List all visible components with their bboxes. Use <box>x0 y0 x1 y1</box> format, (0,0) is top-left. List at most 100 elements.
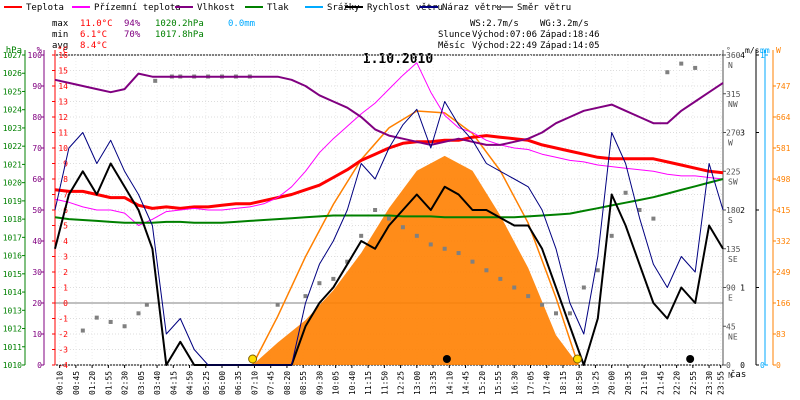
hpa-tick-label: 1017 <box>3 233 22 242</box>
dir-axis-label: ° <box>726 46 731 55</box>
wind-direction-point <box>581 285 586 290</box>
hpa-tick-label: 1011 <box>3 343 22 352</box>
dir-dir-label: W <box>728 139 733 148</box>
w-tick-label: 415 <box>776 206 791 215</box>
time-tick-label: 08:55 <box>299 371 308 395</box>
temp-tick-label: 12 <box>58 113 68 122</box>
legend-item: Náraz větru <box>420 3 502 13</box>
mm-tick-label: 1 <box>760 51 765 60</box>
hpa-tick-label: 1019 <box>3 197 22 206</box>
ms-axis-label: m/s <box>745 46 760 55</box>
info-moon-set: Západ:14:05 <box>540 41 600 51</box>
stat-min-label: min <box>52 30 68 40</box>
time-tick-label: 09:30 <box>315 371 324 395</box>
time-tick-label: 11:50 <box>380 371 389 395</box>
dir-tick-label: 90 <box>726 284 736 293</box>
time-tick-label: 22:55 <box>689 371 698 395</box>
info-sun-set: Západ:18:46 <box>540 30 600 40</box>
wind-direction-point <box>540 302 545 307</box>
chart-title: 1.10.2010 <box>363 52 434 67</box>
dir-tick-label: 225 <box>726 167 741 176</box>
dir-tick-label: 315 <box>726 90 741 99</box>
time-tick-label: 01:55 <box>104 371 113 395</box>
plot-area <box>54 61 724 366</box>
wind-direction-point <box>414 233 419 238</box>
temp-tick-label: 2 <box>63 268 68 277</box>
wind-direction-point <box>554 311 558 316</box>
time-tick-label: 05:25 <box>202 371 211 395</box>
legend-label: Teplota <box>26 3 64 13</box>
hpa-tick-label: 1022 <box>3 142 22 151</box>
pct-tick-label: 20 <box>32 299 42 308</box>
ms-tick-label: 3 <box>740 129 745 138</box>
legend-label: Vlhkost <box>197 3 235 13</box>
w-tick-label: 166 <box>776 299 791 308</box>
stat-max-hum: 94% <box>124 19 141 29</box>
moon-marker <box>686 355 695 363</box>
wind-direction-point <box>498 276 503 281</box>
wind-direction-point <box>484 268 489 273</box>
dir-tick-label: 270 <box>726 129 741 138</box>
dir-dir-label: S <box>728 216 733 225</box>
dir-tick-label: 45 <box>726 322 736 331</box>
time-tick-label: 00:10 <box>56 371 65 395</box>
pct-tick-label: 50 <box>32 206 42 215</box>
time-tick-label: 10:05 <box>332 371 341 395</box>
time-tick-label: 17:05 <box>526 371 535 395</box>
info-ws: WS:2.7m/s <box>470 19 519 29</box>
wind-direction-point <box>153 78 158 83</box>
stats-block: max 11.0°C 94% 1020.2hPa 0.0mm min 6.1°C… <box>52 19 255 51</box>
wind-direction-point <box>345 259 350 264</box>
temp-tick-label: -4 <box>58 361 68 370</box>
dir-tick-label: 180 <box>726 206 741 215</box>
hpa-tick-label: 1024 <box>3 106 22 115</box>
wind-direction-point <box>567 311 572 316</box>
ms-tick-label: 1 <box>740 284 745 293</box>
series-rychlost-větru <box>54 162 724 366</box>
time-tick-label: 22:20 <box>673 371 682 395</box>
legend-item: Srážky <box>305 3 360 13</box>
pct-tick-label: 80 <box>32 113 42 122</box>
wind-direction-point <box>512 285 517 290</box>
stat-max-label: max <box>52 19 69 29</box>
hpa-tick-label: 1023 <box>3 124 22 133</box>
pct-tick-label: 70 <box>32 144 42 153</box>
stat-min-press: 1017.8hPa <box>155 30 204 40</box>
mm-axis-label: mm <box>760 46 770 55</box>
legend-item: Přízemní teplota <box>72 3 181 13</box>
hpa-tick-label: 1021 <box>3 160 22 169</box>
hpa-tick-label: 1020 <box>3 179 22 188</box>
time-tick-label: 04:50 <box>186 371 195 395</box>
wind-direction-point <box>595 268 600 273</box>
temp-tick-label: 15 <box>58 67 68 76</box>
wind-direction-point <box>136 311 141 316</box>
dir-dir-label: SW <box>728 177 738 186</box>
w-tick-label: 498 <box>776 175 791 184</box>
sun-marker <box>248 354 258 364</box>
stat-max-temp: 11.0°C <box>80 19 113 29</box>
time-tick-label: 18:50 <box>575 371 584 395</box>
hpa-tick-label: 1012 <box>3 325 22 334</box>
legend-label: Tlak <box>267 3 289 13</box>
wind-direction-point <box>80 328 85 333</box>
info-slunce: Slunce <box>438 30 471 40</box>
stat-avg-temp: 8.4°C <box>80 41 107 51</box>
dir-dir-label: NE <box>728 332 738 341</box>
info-moon-rise: Východ:22:49 <box>472 41 537 51</box>
time-tick-label: 00:45 <box>72 371 81 395</box>
wind-direction-point <box>442 246 447 251</box>
wind-direction-point <box>609 233 614 238</box>
wind-direction-point <box>94 315 99 320</box>
temp-axis-label: °C <box>57 46 68 56</box>
wind-direction-point <box>428 242 433 247</box>
time-tick-label: 15:55 <box>494 371 503 395</box>
hpa-tick-label: 1010 <box>3 361 22 370</box>
legend-label: Rychlost větru <box>367 3 443 13</box>
wind-direction-point <box>651 216 656 221</box>
time-tick-label: 06:00 <box>218 371 227 395</box>
time-tick-label: 17:40 <box>543 371 552 395</box>
wind-direction-point <box>387 216 391 221</box>
dir-dir-label: NW <box>728 100 738 109</box>
pct-tick-label: 0 <box>37 361 42 370</box>
